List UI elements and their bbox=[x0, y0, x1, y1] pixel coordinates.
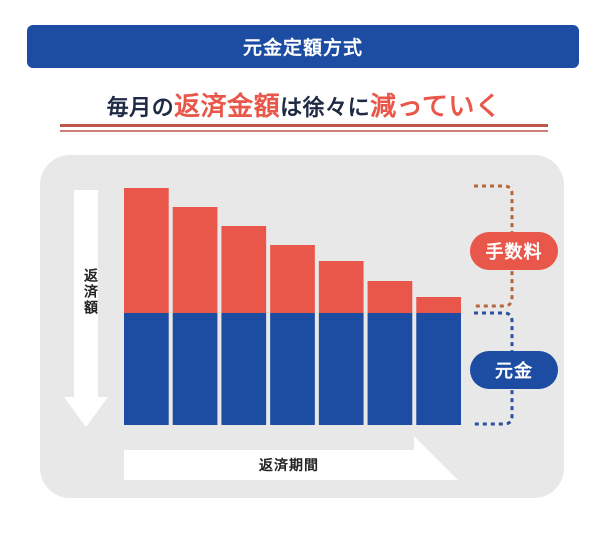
x-axis-label: 返済期間 bbox=[259, 458, 319, 474]
bar-fee-1 bbox=[124, 188, 169, 313]
legend-fee: 手数料 bbox=[470, 232, 558, 270]
bar-fee-2 bbox=[172, 207, 218, 313]
legend-fee-label: 手数料 bbox=[485, 242, 543, 263]
bar-fee-6 bbox=[367, 281, 413, 313]
bar-fee-7 bbox=[416, 297, 461, 313]
x-axis-arrow-shaft bbox=[124, 450, 416, 480]
bar-fee-5 bbox=[318, 261, 364, 313]
headline-part-1: 毎月の bbox=[106, 96, 175, 121]
headline-part-4: 減っていく bbox=[370, 92, 502, 122]
bar-principal-4 bbox=[270, 313, 315, 425]
bar-principal-3 bbox=[221, 313, 267, 425]
bar-principal-7 bbox=[416, 313, 461, 425]
legend-principal-label: 元金 bbox=[495, 361, 533, 382]
headline-part-3: は徐々に bbox=[280, 96, 371, 121]
x-axis-arrow-head bbox=[414, 436, 458, 480]
fee-bracket bbox=[474, 184, 514, 308]
bar-fee-4 bbox=[270, 245, 315, 313]
bar-principal-1 bbox=[124, 313, 169, 425]
bar-fee-3 bbox=[221, 226, 267, 313]
headline-underline bbox=[60, 124, 548, 127]
headline-part-2: 返済金額 bbox=[174, 92, 281, 122]
bar-principal-5 bbox=[318, 313, 364, 425]
banner-title: 元金定額方式 bbox=[242, 37, 363, 59]
y-axis-arrow-head bbox=[64, 397, 108, 427]
headline: 毎月の 返済金額 は徐々に 減っていく bbox=[60, 86, 548, 126]
headline-underline-secondary bbox=[60, 130, 548, 132]
y-axis-arrow-shaft bbox=[74, 190, 98, 397]
legend-principal: 元金 bbox=[470, 351, 558, 389]
y-axis-label: 返済額 bbox=[82, 268, 98, 316]
bar-principal-2 bbox=[172, 313, 218, 425]
bar-principal-6 bbox=[367, 313, 413, 425]
title-banner: 元金定額方式 bbox=[27, 25, 579, 68]
